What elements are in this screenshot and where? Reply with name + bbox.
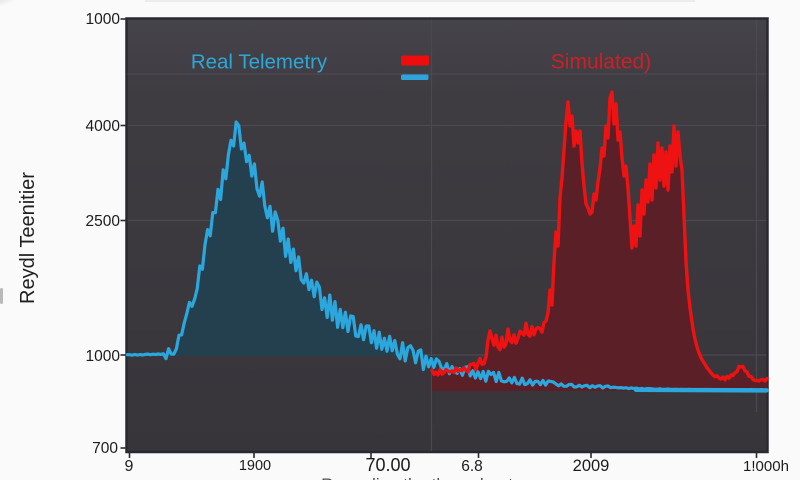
svg-text:1000: 1000 bbox=[86, 348, 121, 365]
svg-text:1900: 1900 bbox=[239, 458, 271, 474]
svg-text:Real Telemetry: Real Telemetry bbox=[191, 51, 328, 74]
svg-text:70.00: 70.00 bbox=[365, 455, 410, 475]
svg-text:2500: 2500 bbox=[86, 213, 121, 230]
svg-text:4000: 4000 bbox=[86, 118, 121, 135]
svg-text:6.8: 6.8 bbox=[461, 458, 483, 475]
svg-text:Simulated): Simulated) bbox=[551, 51, 651, 74]
svg-text:1000: 1000 bbox=[86, 11, 121, 28]
svg-text:1!000h: 1!000h bbox=[743, 458, 789, 475]
svg-text:700: 700 bbox=[92, 440, 118, 457]
svg-text:2009: 2009 bbox=[573, 457, 610, 475]
svg-text:Recording the throughput: Recording the throughput bbox=[321, 475, 513, 480]
svg-text:9: 9 bbox=[125, 458, 134, 475]
svg-text:Reydl Teenitier: Reydl Teenitier bbox=[17, 172, 39, 304]
